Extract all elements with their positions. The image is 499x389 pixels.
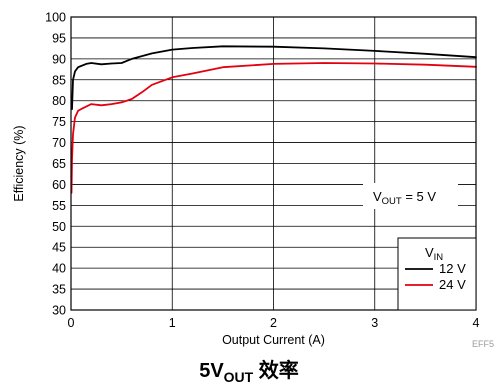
tick-labels: 30 35 40 45 50 55 60 65 70 75 80 85 90 95 100 0 1 2 3 4 <box>45 11 479 331</box>
y-axis-title: Efficiency (%) <box>12 125 26 201</box>
vout-annotation: VOUT = 5 V <box>363 183 458 209</box>
y-tick-label-45: 45 <box>52 241 66 255</box>
figure-id-watermark: EFF5 <box>472 339 494 349</box>
y-tick-label-90: 90 <box>52 52 66 66</box>
legend-title-main: V <box>425 245 434 260</box>
legend-title: VIN <box>425 245 443 263</box>
x-tick-label-1: 1 <box>169 316 176 330</box>
y-tick-label-55: 55 <box>52 199 66 213</box>
x-axis-title: Output Current (A) <box>222 333 325 347</box>
vout-annotation-sub: OUT <box>382 196 402 207</box>
legend-label-24v: 24 V <box>439 277 466 292</box>
vout-annotation-main: V <box>373 189 382 204</box>
y-tick-label-85: 85 <box>52 73 66 87</box>
caption-sub: OUT <box>224 369 254 385</box>
y-tick-label-35: 35 <box>52 283 66 297</box>
series-lines <box>70 45 477 194</box>
plot-frame <box>70 16 477 311</box>
x-tick-label-0: 0 <box>68 316 75 330</box>
y-tick-label-75: 75 <box>52 115 66 129</box>
y-tick-label-30: 30 <box>52 304 66 318</box>
y-tick-label-100: 100 <box>45 11 66 25</box>
legend: VIN 12 V 24 V <box>397 237 477 311</box>
x-tick-label-3: 3 <box>371 316 378 330</box>
series-line-24v <box>70 62 477 194</box>
vout-annotation-box <box>363 183 458 209</box>
y-tick-label-70: 70 <box>52 136 66 150</box>
vout-annotation-rest: = 5 V <box>402 189 437 204</box>
x-tick-label-2: 2 <box>270 316 277 330</box>
legend-label-12v: 12 V <box>439 261 466 276</box>
y-tick-label-65: 65 <box>52 157 66 171</box>
y-tick-label-50: 50 <box>52 220 66 234</box>
y-tick-label-40: 40 <box>52 262 66 276</box>
y-tick-label-60: 60 <box>52 178 66 192</box>
legend-box <box>397 237 477 311</box>
grid <box>70 16 477 311</box>
figure-caption: 5VOUT 效率 <box>199 358 299 385</box>
x-tick-label-4: 4 <box>473 316 480 330</box>
legend-title-sub: IN <box>434 252 444 263</box>
vout-annotation-text: VOUT = 5 V <box>373 189 436 207</box>
y-tick-label-80: 80 <box>52 94 66 108</box>
caption-main: 5V <box>199 360 224 382</box>
series-line-12v <box>71 45 477 110</box>
y-tick-label-95: 95 <box>52 31 66 45</box>
caption-rest: 效率 <box>253 358 299 382</box>
